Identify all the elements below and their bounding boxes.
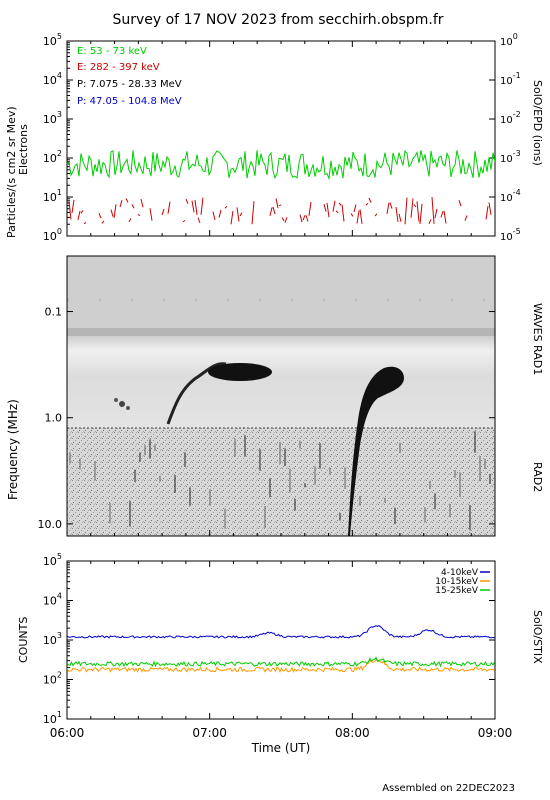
stix-panel: 101 102 103 104 105 06:00 07:00 08:00 09:00 4-10… <box>17 552 544 755</box>
epd-y-tick-label: 105 <box>43 32 62 48</box>
epd-y2-tick-label: 100 <box>500 32 518 48</box>
epd-legend-p-high: P: 47.05 - 104.8 MeV <box>77 96 182 107</box>
stix-y-tick-label: 104 <box>43 592 62 608</box>
stix-y-tick-label: 101 <box>43 710 62 726</box>
epd-y2-tick-label: 10-5 <box>500 227 521 243</box>
epd-legend-e-high: E: 282 - 397 keV <box>77 62 160 73</box>
spectrogram-y-tick-label: 10.0 <box>38 518 63 531</box>
type-iii-burst-2 <box>348 366 404 536</box>
epd-y-axis-label-electrons: Electrons <box>17 124 30 175</box>
spectrogram-y-tick-label: 1.0 <box>45 412 63 425</box>
rad1-dark-stripe <box>67 328 495 336</box>
rad1-top-band <box>67 256 495 328</box>
stix-series-4-10kev <box>67 625 495 639</box>
spectrogram-y-tick-label: 0.1 <box>45 306 63 319</box>
epd-series-e-53-73 <box>67 149 495 181</box>
assembled-footer: Assembled on 22DEC2023 <box>382 783 515 794</box>
epd-y-tick-label: 101 <box>43 188 62 204</box>
stix-y-tick-label: 102 <box>43 671 62 687</box>
epd-y2-tick-label: 10-1 <box>500 71 521 87</box>
stix-y-axis-label: COUNTS <box>17 617 30 663</box>
spectrogram-y-axis-label: Frequency (MHz) <box>6 399 20 500</box>
epd-y-tick-label: 104 <box>43 71 62 87</box>
x-tick-label: 09:00 <box>478 726 513 740</box>
epd-y-tick-label: 103 <box>43 110 62 126</box>
stix-y-tick-label: 105 <box>43 552 62 568</box>
epd-series-e-282-397 <box>68 197 492 225</box>
epd-y2-tick-label: 10-4 <box>500 188 521 204</box>
x-axis-label: Time (UT) <box>251 741 311 755</box>
epd-y-tick-label: 100 <box>43 227 62 243</box>
stix-legend-4-10kev: 4-10keV <box>441 568 479 578</box>
epd-y-axis-label: Particles/(s cm2 sr Mev) <box>5 106 18 238</box>
epd-legend: E: 53 - 73 keV E: 282 - 397 keV P: 7.075… <box>77 46 182 107</box>
epd-plot-frame <box>66 40 496 237</box>
spectrogram-axis-ticks: 0.1 1.0 10.0 <box>38 306 496 536</box>
epd-y-tick-label: 102 <box>43 149 62 165</box>
stix-plot-frame <box>66 560 496 720</box>
stix-right-label: SolO/STIX <box>531 610 544 664</box>
rad2-vertical-bursts <box>69 431 491 531</box>
stix-series-10-15kev <box>67 659 495 674</box>
epd-legend-e-low: E: 53 - 73 keV <box>77 46 147 57</box>
rad2-band <box>67 428 495 536</box>
stix-legend-15-25kev: 15-25keV <box>435 586 479 596</box>
x-tick-label: 06:00 <box>50 726 85 740</box>
epd-panel: 100 101 102 103 104 105 10-5 10-4 10-3 10-2 10-1 10… <box>5 32 544 243</box>
epd-right-label: SolO/EPD (ions) <box>531 80 544 166</box>
rad2-label: RAD2 <box>531 462 544 492</box>
epd-y2-tick-label: 10-3 <box>500 149 521 165</box>
x-tick-label: 08:00 <box>335 726 370 740</box>
stix-y-tick-label: 103 <box>43 631 62 647</box>
x-tick-label: 07:00 <box>192 726 227 740</box>
stix-axis-ticks: 101 102 103 104 105 06:00 07:00 08:00 09:00 <box>43 552 512 740</box>
stix-legend-10-15kev: 10-15keV <box>435 577 479 587</box>
stix-legend: 4-10keV 10-15keV 15-25keV <box>435 568 490 596</box>
page-title: Survey of 17 NOV 2023 from secchirh.obsp… <box>112 12 443 28</box>
type-iii-burst-1 <box>114 362 272 425</box>
rad1-label: WAVES RAD1 <box>531 303 544 375</box>
epd-legend-p-low: P: 7.075 - 28.33 MeV <box>77 79 182 90</box>
stix-series-15-25kev <box>67 656 495 668</box>
epd-y2-tick-label: 10-2 <box>500 110 521 126</box>
spectrogram-panel: 0.1 1.0 10.0 Frequency (MHz) WAVES RAD1 RA… <box>6 255 544 537</box>
